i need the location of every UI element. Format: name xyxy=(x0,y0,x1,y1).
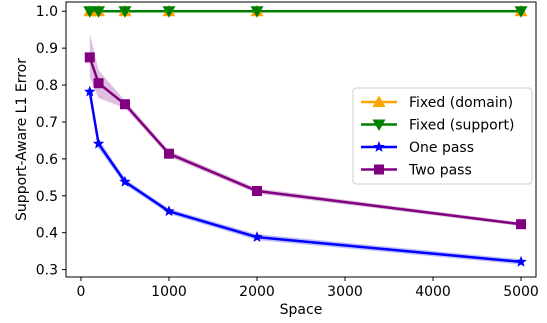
two-pass-point xyxy=(163,148,174,159)
two-pass-point xyxy=(251,185,262,196)
plot-frame xyxy=(65,1,537,278)
y-tick-label: 0.4 xyxy=(36,226,58,242)
legend-box xyxy=(352,87,533,185)
x-tick-label: 5000 xyxy=(503,284,539,300)
one-pass-point xyxy=(84,85,96,97)
legend-marker-fixed-domain xyxy=(372,95,386,107)
x-tick-label: 0 xyxy=(77,284,86,300)
fixed-support-point xyxy=(250,6,264,18)
legend-marker-one-pass xyxy=(373,141,385,152)
two-pass-point xyxy=(516,219,527,230)
x-tick-label: 1000 xyxy=(151,284,187,300)
fixed-support-point xyxy=(92,6,106,18)
y-tick-label: 1.0 xyxy=(36,4,58,20)
y-tick-label: 0.8 xyxy=(36,78,58,94)
one-pass-point xyxy=(251,231,263,242)
y-axis: 0.3 0.4 0.5 0.6 0.7 0.8 0.9 1.0 xyxy=(36,4,66,279)
y-tick-label: 0.3 xyxy=(36,263,58,279)
legend: Fixed (domain) Fixed (support) One pass Two… xyxy=(352,87,533,185)
legend-label-two-pass: Two pass xyxy=(408,163,472,179)
y-tick-label: 0.7 xyxy=(36,115,58,131)
fixed-support-point xyxy=(83,6,97,18)
two-pass-point xyxy=(93,78,104,89)
legend-label-fixed-domain: Fixed (domain) xyxy=(409,95,513,111)
x-tick-label: 2000 xyxy=(239,284,275,300)
x-axis-label: Space xyxy=(280,302,323,318)
two-pass-point xyxy=(119,99,130,110)
legend-label-one-pass: One pass xyxy=(409,140,474,156)
fixed-support-point xyxy=(118,6,132,18)
legend-label-fixed-support: Fixed (support) xyxy=(409,118,514,134)
x-tick-label: 4000 xyxy=(415,284,451,300)
one-pass-point xyxy=(515,255,527,267)
legend-marker-fixed-support xyxy=(372,119,386,131)
one-pass-point xyxy=(119,175,131,187)
fixed-support-point xyxy=(162,6,176,18)
y-tick-label: 0.6 xyxy=(36,152,58,168)
legend-marker-two-pass xyxy=(374,164,384,175)
one-pass-point xyxy=(92,137,105,149)
series-markers xyxy=(83,4,528,267)
y-axis-label: Support-Aware L1 Error xyxy=(14,58,30,221)
one-pass-point xyxy=(163,205,175,217)
x-tick-label: 3000 xyxy=(327,284,363,300)
y-tick-label: 0.5 xyxy=(36,189,58,205)
two-pass-point xyxy=(84,52,95,63)
one-pass-line xyxy=(88,91,522,264)
fixed-support-point xyxy=(514,6,528,18)
x-axis: 0 1000 2000 3000 4000 5000 xyxy=(77,277,539,300)
y-tick-label: 0.9 xyxy=(36,41,58,57)
